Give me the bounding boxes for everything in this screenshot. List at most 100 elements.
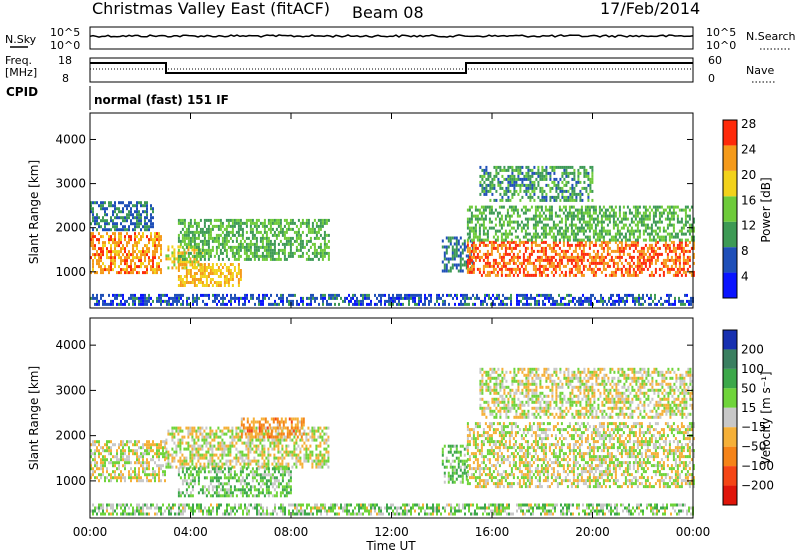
data-cell bbox=[623, 227, 625, 230]
data-cell bbox=[171, 430, 173, 433]
data-cell bbox=[398, 294, 400, 297]
data-cell bbox=[148, 449, 150, 452]
data-cell bbox=[284, 234, 286, 237]
data-cell bbox=[124, 204, 126, 207]
data-cell bbox=[549, 247, 551, 250]
data-cell bbox=[183, 463, 185, 466]
data-cell bbox=[597, 250, 599, 253]
data-cell bbox=[448, 303, 450, 306]
data-cell bbox=[150, 238, 152, 241]
data-cell bbox=[215, 436, 217, 439]
data-cell bbox=[203, 436, 205, 439]
data-cell bbox=[102, 470, 104, 473]
data-cell bbox=[290, 222, 292, 225]
data-cell bbox=[262, 252, 264, 255]
data-cell bbox=[679, 209, 681, 212]
data-cell bbox=[601, 233, 603, 236]
data-cell bbox=[136, 297, 138, 300]
data-cell bbox=[493, 184, 495, 187]
data-cell bbox=[561, 227, 563, 230]
data-cell bbox=[583, 218, 585, 221]
data-cell bbox=[527, 227, 529, 230]
data-cell bbox=[322, 237, 324, 240]
data-cell bbox=[513, 274, 515, 277]
data-cell bbox=[209, 430, 211, 433]
data-cell bbox=[226, 252, 228, 255]
data-cell bbox=[414, 294, 416, 297]
data-cell bbox=[225, 448, 227, 451]
data-cell bbox=[479, 259, 481, 262]
data-cell bbox=[458, 255, 460, 258]
data-cell bbox=[491, 247, 493, 250]
data-cell bbox=[144, 294, 146, 297]
data-cell bbox=[100, 256, 102, 259]
data-cell bbox=[100, 201, 102, 204]
data-cell bbox=[680, 303, 682, 306]
data-cell bbox=[509, 274, 511, 277]
data-cell bbox=[450, 258, 452, 261]
data-cell bbox=[211, 439, 213, 442]
data-cell bbox=[256, 252, 258, 255]
data-cell bbox=[124, 464, 126, 467]
data-cell bbox=[226, 234, 228, 237]
data-cell bbox=[302, 252, 304, 255]
data-cell bbox=[681, 268, 683, 271]
data-cell bbox=[278, 225, 280, 228]
data-cell bbox=[232, 234, 234, 237]
data-cell bbox=[364, 294, 366, 297]
data-cell bbox=[519, 215, 521, 218]
data-cell bbox=[260, 222, 262, 225]
data-cell bbox=[92, 470, 94, 473]
data-cell bbox=[675, 212, 677, 215]
data-cell bbox=[571, 256, 573, 259]
data-cell bbox=[610, 294, 612, 297]
data-cell bbox=[247, 451, 249, 454]
data-cell bbox=[206, 252, 208, 255]
data-cell bbox=[126, 232, 128, 235]
data-cell bbox=[334, 294, 336, 297]
data-cell bbox=[605, 230, 607, 233]
data-cell bbox=[156, 247, 158, 250]
data-cell bbox=[122, 449, 124, 452]
data-cell bbox=[162, 300, 164, 303]
data-cell bbox=[438, 297, 440, 300]
data-cell bbox=[100, 219, 102, 222]
data-cell bbox=[279, 451, 281, 454]
data-cell bbox=[104, 241, 106, 244]
data-cell bbox=[212, 249, 214, 252]
data-cell bbox=[132, 204, 134, 207]
data-cell bbox=[214, 269, 216, 272]
data-cell bbox=[204, 258, 206, 261]
data-cell bbox=[120, 458, 122, 461]
data-cell bbox=[491, 244, 493, 247]
data-cell bbox=[332, 294, 334, 297]
data-cell bbox=[177, 460, 179, 463]
data-cell bbox=[647, 233, 649, 236]
data-cell bbox=[228, 266, 230, 269]
data-cell bbox=[201, 436, 203, 439]
data-cell bbox=[150, 479, 152, 482]
data-cell bbox=[587, 215, 589, 218]
data-cell bbox=[169, 454, 171, 457]
data-cell bbox=[96, 222, 98, 225]
data-cell bbox=[106, 207, 108, 210]
data-cell bbox=[316, 255, 318, 258]
data-cell bbox=[198, 222, 200, 225]
data-cell bbox=[144, 201, 146, 204]
data-cell bbox=[382, 294, 384, 297]
data-cell bbox=[112, 303, 114, 306]
data-cell bbox=[162, 470, 164, 473]
data-cell bbox=[150, 265, 152, 268]
data-cell bbox=[222, 237, 224, 240]
data-cell bbox=[274, 300, 276, 303]
data-cell bbox=[286, 300, 288, 303]
data-cell bbox=[216, 263, 218, 266]
data-cell bbox=[102, 219, 104, 222]
data-cell bbox=[540, 294, 542, 297]
data-cell bbox=[593, 268, 595, 271]
data-cell bbox=[674, 300, 676, 303]
data-cell bbox=[362, 294, 364, 297]
data-cell bbox=[306, 243, 308, 246]
data-cell bbox=[464, 294, 466, 297]
data-cell bbox=[578, 300, 580, 303]
